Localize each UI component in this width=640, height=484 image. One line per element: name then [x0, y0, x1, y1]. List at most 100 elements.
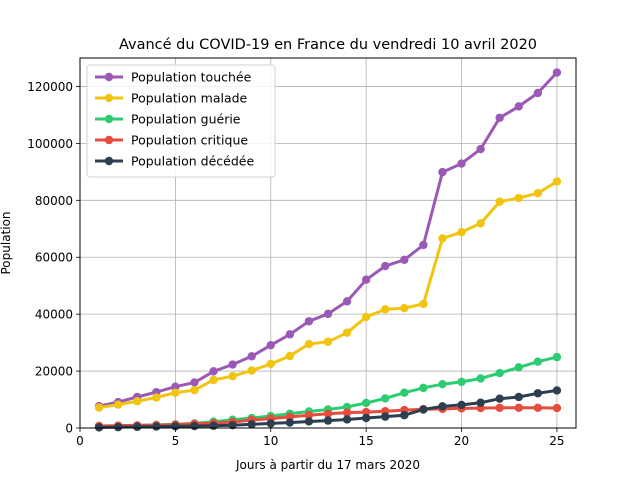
- legend: Population touchée Population malade Popul…: [86, 64, 276, 178]
- data-point: [419, 405, 428, 414]
- data-point: [133, 397, 142, 406]
- legend-box: [86, 64, 276, 178]
- data-point: [94, 423, 104, 432]
- data-point: [266, 359, 275, 369]
- data-point: [381, 412, 390, 421]
- x-tick-label: 15: [359, 434, 374, 448]
- data-point: [323, 309, 333, 319]
- data-point: [533, 403, 543, 412]
- legend-item: Population guérie: [95, 112, 241, 127]
- data-point: [266, 340, 275, 350]
- legend-swatch-marker: [104, 114, 114, 124]
- legend-item: Population critique: [95, 133, 248, 148]
- data-point: [495, 368, 504, 378]
- y-tick-label: 120000: [27, 80, 73, 94]
- data-point: [228, 360, 237, 369]
- y-tick-label: 80000: [35, 194, 73, 208]
- legend-swatch-marker: [104, 72, 114, 82]
- data-point: [152, 393, 161, 402]
- data-point: [419, 299, 428, 309]
- data-point: [495, 394, 504, 403]
- data-point: [514, 392, 523, 402]
- y-tick-label: 60000: [35, 251, 73, 265]
- legend-item: Population décédée: [95, 154, 254, 169]
- data-point: [228, 372, 237, 381]
- data-point: [285, 418, 295, 427]
- data-point: [323, 337, 333, 346]
- data-point: [438, 167, 447, 177]
- data-point: [381, 261, 390, 271]
- series-group: [94, 68, 562, 432]
- data-point: [381, 394, 390, 403]
- data-point: [552, 403, 562, 413]
- data-point: [457, 377, 466, 387]
- data-point: [495, 403, 504, 412]
- x-axis-label: Jours à partir du 17 mars 2020: [235, 458, 420, 472]
- data-point: [304, 410, 314, 420]
- data-point: [476, 219, 485, 228]
- data-point: [361, 407, 371, 417]
- data-point: [533, 357, 543, 366]
- data-point: [495, 197, 504, 206]
- data-point: [495, 113, 504, 122]
- y-tick-label: 0: [65, 422, 73, 436]
- axis-ticks: 0 5 10 15 20 25 0 20000 40000 60000 80000 100000 120…: [27, 80, 564, 448]
- data-point: [514, 193, 523, 203]
- data-point: [133, 422, 142, 432]
- legend-swatch-marker: [104, 156, 114, 166]
- data-point: [533, 88, 543, 98]
- data-point: [304, 317, 314, 326]
- y-tick-label: 100000: [27, 137, 73, 151]
- x-tick-label: 25: [549, 434, 564, 448]
- data-point: [552, 177, 562, 186]
- legend-label: Population critique: [131, 133, 248, 148]
- data-point: [400, 255, 409, 264]
- data-point: [361, 312, 371, 322]
- data-point: [190, 421, 199, 431]
- data-point: [209, 367, 218, 376]
- data-point: [438, 402, 447, 411]
- data-point: [514, 363, 523, 372]
- data-point: [209, 375, 218, 385]
- x-tick-label: 10: [263, 434, 278, 448]
- data-point: [361, 413, 371, 423]
- data-point: [171, 388, 180, 397]
- data-point: [419, 383, 428, 393]
- data-point: [400, 303, 409, 313]
- data-point: [438, 379, 447, 389]
- legend-item: Population touchée: [95, 70, 252, 85]
- data-point: [552, 68, 562, 77]
- x-tick-label: 20: [454, 434, 469, 448]
- legend-label: Population guérie: [131, 112, 241, 127]
- data-point: [228, 420, 237, 430]
- data-point: [342, 328, 352, 337]
- data-point: [190, 385, 199, 395]
- data-point: [247, 420, 256, 429]
- y-tick-label: 20000: [35, 365, 73, 379]
- data-point: [113, 400, 123, 409]
- series-1: [94, 68, 562, 411]
- data-point: [552, 352, 562, 362]
- data-point: [361, 398, 371, 408]
- data-point: [304, 417, 314, 426]
- chart-title: Avancé du COVID-19 en France du vendredi…: [119, 37, 537, 53]
- data-point: [419, 240, 428, 250]
- data-point: [514, 403, 523, 412]
- data-point: [304, 339, 314, 349]
- data-point: [533, 188, 543, 198]
- data-point: [457, 400, 466, 410]
- data-point: [361, 275, 371, 284]
- data-point: [476, 144, 485, 154]
- data-point: [552, 386, 562, 395]
- x-tick-label: 0: [76, 434, 84, 448]
- data-point: [533, 389, 543, 398]
- data-point: [381, 305, 390, 314]
- plot-frame: [79, 57, 577, 429]
- data-point: [476, 398, 485, 407]
- data-point: [152, 422, 161, 431]
- legend-item: Population malade: [95, 91, 248, 106]
- legend-label: Population touchée: [131, 70, 252, 85]
- data-point: [457, 227, 466, 237]
